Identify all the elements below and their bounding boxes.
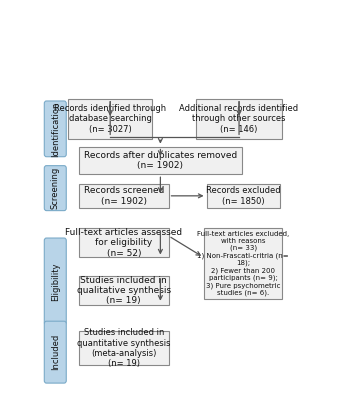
FancyBboxPatch shape bbox=[196, 99, 282, 139]
FancyBboxPatch shape bbox=[79, 331, 169, 365]
Text: Additional records identified
through other sources
(n= 146): Additional records identified through ot… bbox=[180, 104, 299, 134]
FancyBboxPatch shape bbox=[44, 321, 66, 383]
Text: Studies included in
quantitative synthesis
(meta-analysis)
(n= 19): Studies included in quantitative synthes… bbox=[77, 328, 170, 368]
FancyBboxPatch shape bbox=[79, 184, 169, 208]
FancyBboxPatch shape bbox=[44, 238, 66, 324]
Text: Identification: Identification bbox=[51, 101, 60, 156]
Text: Screening: Screening bbox=[51, 167, 60, 209]
Text: Full-text articles excluded,
with reasons
(n= 33)
1) Non-Frascati-critria (n=
18: Full-text articles excluded, with reason… bbox=[197, 231, 289, 296]
FancyBboxPatch shape bbox=[79, 146, 242, 174]
Text: Records after duplicates removed
(n= 1902): Records after duplicates removed (n= 190… bbox=[84, 151, 237, 170]
Text: Full-text articles assessed
for eligibility
(n= 52): Full-text articles assessed for eligibil… bbox=[65, 228, 182, 258]
FancyBboxPatch shape bbox=[204, 228, 282, 299]
Text: Records screened
(n= 1902): Records screened (n= 1902) bbox=[84, 186, 164, 206]
Text: Records identified through
database searching
(n= 3027): Records identified through database sear… bbox=[54, 104, 166, 134]
Text: Included: Included bbox=[51, 334, 60, 370]
Text: Eligibility: Eligibility bbox=[51, 262, 60, 300]
Text: Records excluded
(n= 1850): Records excluded (n= 1850) bbox=[206, 186, 280, 206]
FancyBboxPatch shape bbox=[68, 99, 152, 139]
Text: Studies included in
qualitative synthesis
(n= 19): Studies included in qualitative synthesi… bbox=[77, 276, 171, 306]
FancyBboxPatch shape bbox=[44, 166, 66, 211]
FancyBboxPatch shape bbox=[206, 184, 280, 208]
FancyBboxPatch shape bbox=[79, 228, 169, 258]
FancyBboxPatch shape bbox=[44, 101, 66, 157]
FancyBboxPatch shape bbox=[79, 276, 169, 305]
